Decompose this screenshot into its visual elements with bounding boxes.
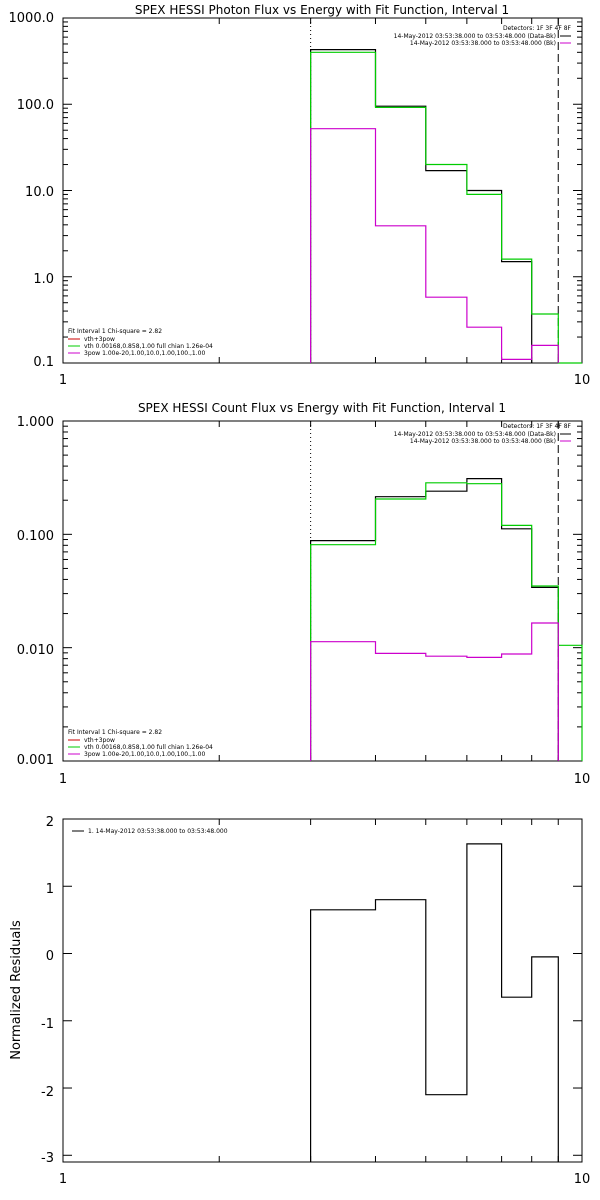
photon-series-2 [310, 128, 559, 363]
photon-legend-total: vth+3pow [84, 336, 115, 343]
count-ytick-0-1: 0.100 [17, 529, 54, 544]
photon-xtick-1: 1 [59, 373, 67, 388]
count-ytick-0-001: 0.001 [17, 753, 54, 768]
count-legend-top: Detectors: 1F 3F 4F 8F 14-May-2012 03:53… [394, 423, 572, 445]
residuals-series-0 [310, 843, 559, 1162]
count-legend-bottom: Fit Interval 1 Chi-square = 2.82 vth+3po… [68, 729, 213, 758]
count-legend-3pow: 3pow 1.00e-20,1.00,10.0,1.00,100.,1.00 [84, 751, 205, 758]
count-legend-bk: 14-May-2012 03:53:38.000 to 03:53:48.000… [410, 438, 556, 445]
residuals-legend: 1. 14-May-2012 03:53:38.000 to 03:53:48.… [72, 828, 228, 835]
count-legend-vth: vth 0.00168,0.858,1.00 full chian 1.26e-… [84, 744, 213, 751]
photon-ytick-1: 1.0 [33, 272, 54, 287]
count-xtick-1: 1 [59, 772, 67, 787]
photon-legend-fit-interval: Fit Interval 1 Chi-square = 2.82 [68, 328, 162, 335]
count-legend-total: vth+3pow [84, 737, 115, 744]
count-flux-title: SPEX HESSI Count Flux vs Energy with Fit… [138, 401, 506, 415]
photon-legend-3pow: 3pow 1.00e-20,1.00,10.0,1.00,100.,1.00 [84, 350, 205, 357]
count-ytick-1: 1.000 [17, 415, 54, 430]
count-xtick-10: 10 [574, 772, 591, 787]
count-flux-panel: SPEX HESSI Count Flux vs Energy with Fit… [17, 401, 590, 787]
count-plot-frame [62, 420, 583, 762]
photon-legend-bottom: Fit Interval 1 Chi-square = 2.82 vth+3po… [68, 328, 213, 357]
count-legend-data-bk: 14-May-2012 03:53:38.000 to 03:53:48.000… [394, 431, 556, 438]
photon-ytick-100: 100.0 [17, 98, 54, 113]
residuals-plot-frame [62, 818, 583, 1163]
photon-series-0 [310, 49, 533, 363]
residuals-ytick-0: 0 [46, 949, 54, 964]
residuals-ylabel: Normalized Residuals [9, 920, 24, 1060]
count-series-2 [310, 622, 559, 761]
photon-ytick-1000: 1000.0 [9, 11, 55, 26]
photon-legend-data-bk: 14-May-2012 03:53:38.000 to 03:53:48.000… [394, 33, 556, 40]
residuals-ytick-minus-1: -1 [41, 1017, 54, 1032]
photon-legend-vth: vth 0.00168,0.858,1.00 full chian 1.26e-… [84, 343, 213, 350]
residuals-legend-label: 1. 14-May-2012 03:53:38.000 to 03:53:48.… [88, 828, 228, 835]
photon-ytick-10: 10.0 [25, 185, 54, 200]
count-series-1 [310, 482, 583, 761]
photon-legend-detectors: Detectors: 1F 3F 4F 8F [503, 25, 572, 32]
residuals-panel: Normalized Residuals 2 1 0 -1 -2 -3 1 10… [9, 815, 590, 1187]
photon-flux-title: SPEX HESSI Photon Flux vs Energy with Fi… [135, 3, 509, 17]
photon-xtick-10: 10 [574, 373, 591, 388]
photon-legend-bk: 14-May-2012 03:53:38.000 to 03:53:48.000… [410, 40, 556, 47]
residuals-ytick-2: 2 [46, 815, 54, 830]
count-ytick-0-01: 0.010 [17, 643, 54, 658]
residuals-ytick-minus-3: -3 [41, 1151, 54, 1166]
photon-ytick-0-1: 0.1 [33, 355, 54, 370]
photon-flux-panel: SPEX HESSI Photon Flux vs Energy with Fi… [9, 3, 591, 388]
plot-layer [62, 17, 583, 1163]
photon-legend-top: Detectors: 1F 3F 4F 8F 14-May-2012 03:53… [394, 25, 572, 47]
residuals-ytick-1: 1 [46, 882, 54, 897]
residuals-ytick-minus-2: -2 [41, 1085, 54, 1100]
photon-series-1 [310, 51, 582, 364]
residuals-xtick-1: 1 [59, 1172, 67, 1187]
count-legend-detectors: Detectors: 1F 3F 4F 8F [503, 423, 572, 430]
count-legend-fit-interval: Fit Interval 1 Chi-square = 2.82 [68, 729, 162, 736]
residuals-xtick-10: 10 [574, 1172, 591, 1187]
